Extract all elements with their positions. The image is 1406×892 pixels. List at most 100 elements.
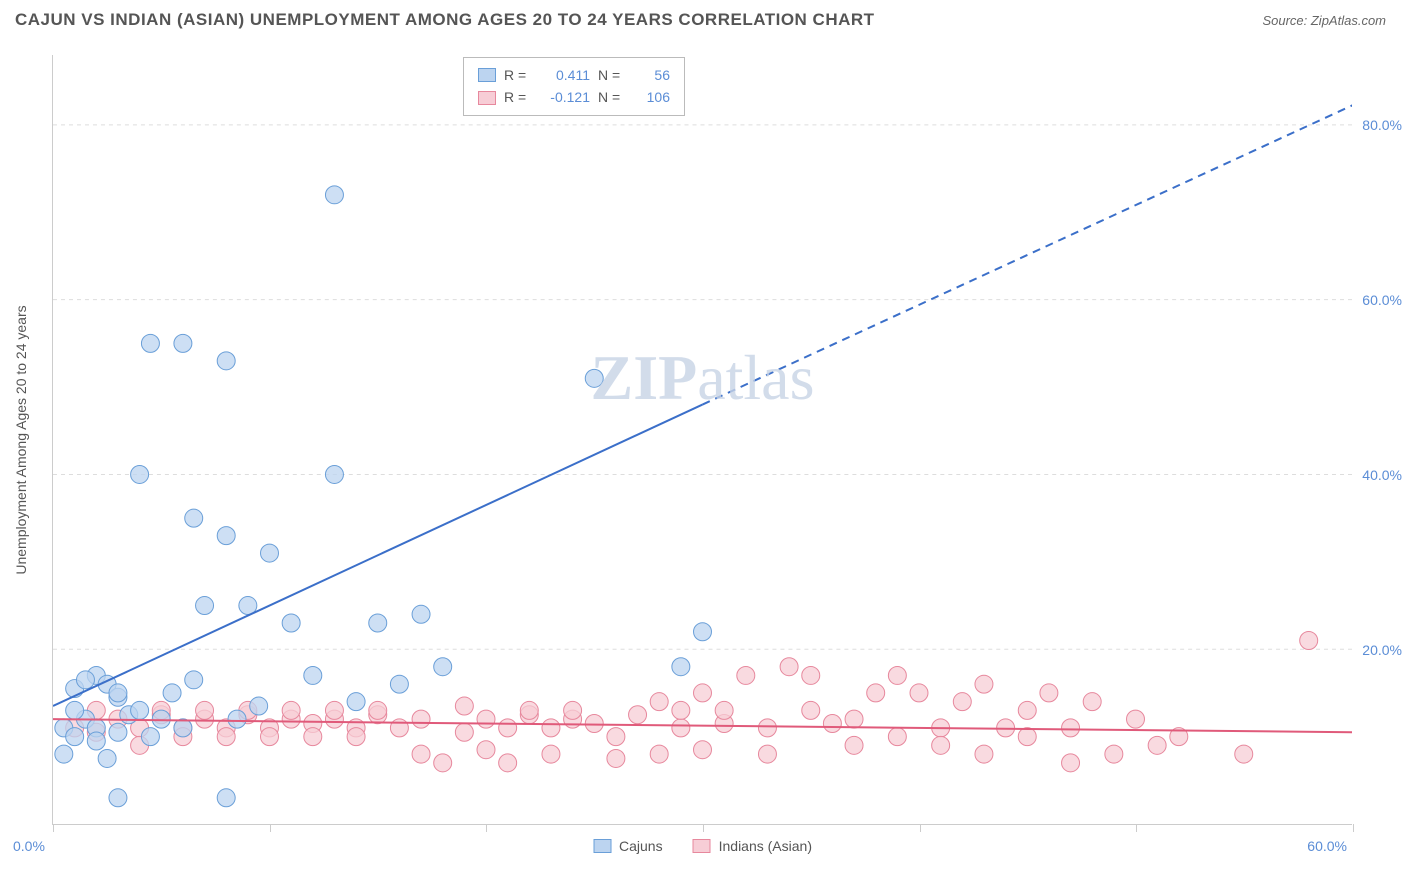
data-point: [780, 658, 798, 676]
legend-label: Cajuns: [619, 838, 663, 854]
data-point: [261, 544, 279, 562]
data-point: [845, 736, 863, 754]
data-point: [304, 728, 322, 746]
data-point: [802, 666, 820, 684]
data-point: [109, 789, 127, 807]
data-point: [434, 658, 452, 676]
data-point: [152, 710, 170, 728]
x-tick: [703, 824, 704, 832]
data-point: [758, 745, 776, 763]
data-point: [347, 728, 365, 746]
data-point: [888, 666, 906, 684]
data-point: [141, 728, 159, 746]
legend-n-value-indians: 106: [638, 86, 670, 108]
data-point: [325, 465, 343, 483]
data-point: [347, 693, 365, 711]
data-point: [185, 509, 203, 527]
legend-r-label: R =: [504, 86, 532, 108]
data-point: [1040, 684, 1058, 702]
data-point: [217, 789, 235, 807]
data-point: [888, 728, 906, 746]
data-point: [1018, 701, 1036, 719]
legend-n-label: N =: [598, 64, 630, 86]
scatter-svg: [53, 55, 1352, 824]
source-attribution: Source: ZipAtlas.com: [1262, 13, 1386, 28]
data-point: [131, 465, 149, 483]
data-point: [196, 597, 214, 615]
data-point: [109, 684, 127, 702]
data-point: [672, 719, 690, 737]
data-point: [174, 334, 192, 352]
regression-line-extrapolated: [703, 86, 1353, 405]
data-point: [520, 701, 538, 719]
regression-line: [53, 719, 1352, 732]
legend-r-label: R =: [504, 64, 532, 86]
swatch-pink-icon: [693, 839, 711, 853]
data-point: [932, 736, 950, 754]
data-point: [715, 701, 733, 719]
data-point: [1062, 719, 1080, 737]
data-point: [499, 754, 517, 772]
data-point: [477, 741, 495, 759]
data-point: [1083, 693, 1101, 711]
data-point: [953, 693, 971, 711]
data-point: [477, 710, 495, 728]
data-point: [629, 706, 647, 724]
data-point: [499, 719, 517, 737]
data-point: [282, 614, 300, 632]
data-point: [607, 728, 625, 746]
legend-item-indians: Indians (Asian): [693, 838, 812, 854]
data-point: [650, 745, 668, 763]
data-point: [434, 754, 452, 772]
legend-item-cajuns: Cajuns: [593, 838, 663, 854]
data-point: [542, 745, 560, 763]
data-point: [412, 710, 430, 728]
data-point: [304, 666, 322, 684]
legend-r-value-indians: -0.121: [540, 86, 590, 108]
data-point: [1127, 710, 1145, 728]
swatch-blue-icon: [478, 68, 496, 82]
swatch-pink-icon: [478, 91, 496, 105]
data-point: [1018, 728, 1036, 746]
data-point: [412, 605, 430, 623]
data-point: [975, 745, 993, 763]
data-point: [250, 697, 268, 715]
data-point: [141, 334, 159, 352]
x-tick: [920, 824, 921, 832]
data-point: [55, 745, 73, 763]
data-point: [66, 728, 84, 746]
data-point: [76, 671, 94, 689]
data-point: [174, 719, 192, 737]
data-point: [369, 614, 387, 632]
data-point: [455, 723, 473, 741]
x-tick: [1353, 824, 1354, 832]
x-tick: [1136, 824, 1137, 832]
data-point: [196, 701, 214, 719]
chart-title: CAJUN VS INDIAN (ASIAN) UNEMPLOYMENT AMO…: [15, 10, 875, 30]
correlation-legend: R = 0.411 N = 56 R = -0.121 N = 106: [463, 57, 685, 116]
data-point: [163, 684, 181, 702]
legend-r-value-cajuns: 0.411: [540, 64, 590, 86]
data-point: [1148, 736, 1166, 754]
data-point: [98, 749, 116, 767]
data-point: [672, 658, 690, 676]
data-point: [910, 684, 928, 702]
data-point: [650, 693, 668, 711]
legend-label: Indians (Asian): [719, 838, 812, 854]
data-point: [228, 710, 246, 728]
data-point: [564, 701, 582, 719]
y-tick-label: 40.0%: [1362, 467, 1402, 483]
legend-row-indians: R = -0.121 N = 106: [478, 86, 670, 108]
data-point: [455, 697, 473, 715]
data-point: [1105, 745, 1123, 763]
data-point: [737, 666, 755, 684]
x-axis-max-label: 60.0%: [1307, 838, 1347, 854]
data-point: [672, 701, 690, 719]
data-point: [823, 715, 841, 733]
data-point: [412, 745, 430, 763]
chart-plot-area: Unemployment Among Ages 20 to 24 years R…: [52, 55, 1352, 825]
data-point: [66, 701, 84, 719]
data-point: [282, 701, 300, 719]
data-point: [585, 369, 603, 387]
data-point: [867, 684, 885, 702]
